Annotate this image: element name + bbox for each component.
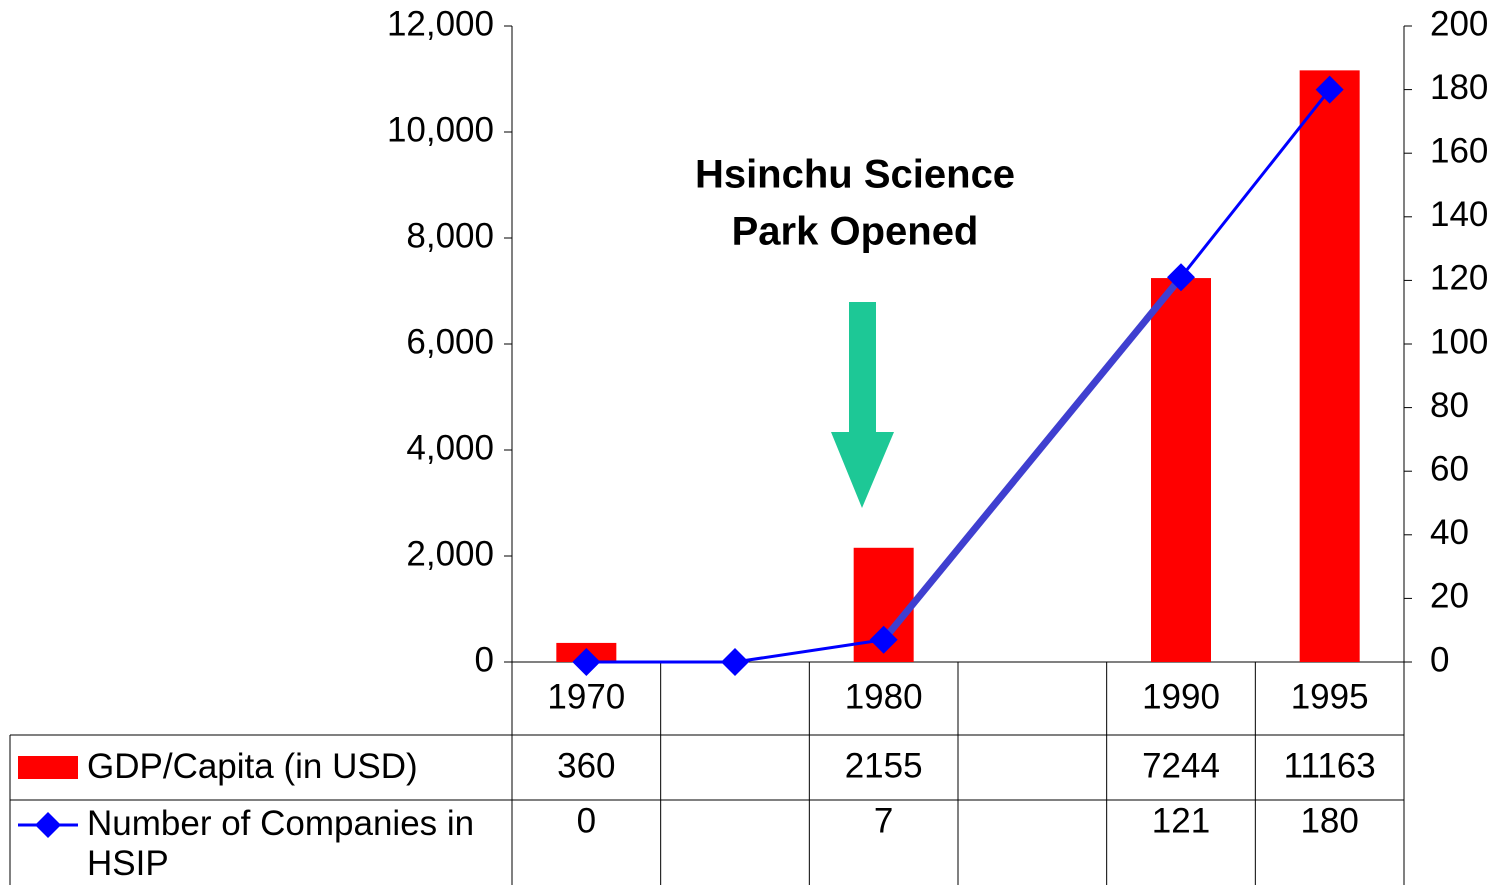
y-tick-label: 12,000	[387, 4, 494, 43]
y2-tick-label: 20	[1430, 577, 1469, 616]
y-tick-label: 8,000	[406, 216, 494, 255]
legend-label: GDP/Capita (in USD)	[87, 747, 418, 786]
marker	[1167, 263, 1195, 292]
marker	[869, 625, 898, 654]
table-value: 11163	[1284, 746, 1376, 785]
table-value: 360	[557, 746, 615, 785]
y2-tick-label: 120	[1430, 259, 1488, 298]
table-value: 0	[577, 801, 596, 840]
y-tick-label: 2,000	[406, 534, 494, 573]
legend-swatch	[18, 756, 78, 779]
y2-tick-label: 160	[1430, 131, 1488, 170]
y2-tick-label: 180	[1430, 68, 1488, 107]
x-tick-label: 1970	[547, 677, 625, 716]
y2-tick-label: 0	[1430, 640, 1449, 679]
bar	[1151, 278, 1211, 662]
y2-tick-label: 80	[1430, 386, 1469, 425]
table-value: 7	[874, 801, 893, 840]
y-tick-label: 6,000	[406, 322, 494, 361]
x-tick-label: 1980	[845, 677, 923, 716]
line	[1179, 88, 1331, 279]
bar	[1299, 70, 1360, 662]
y-tick-label: 4,000	[406, 428, 494, 467]
table-value: 121	[1152, 801, 1210, 840]
legend-label: Number of Companies in HSIP	[87, 804, 475, 883]
table-value: 7244	[1142, 746, 1220, 785]
y2-tick-label: 100	[1430, 322, 1488, 361]
y2-tick-label: 60	[1430, 449, 1469, 488]
x-tick-label: 1995	[1291, 677, 1369, 716]
legend-item: Number of Companies in HSIP	[87, 804, 475, 883]
legend-marker	[35, 812, 61, 838]
emphasis-line	[880, 275, 1184, 642]
legend-item: GDP/Capita (in USD)	[87, 747, 418, 786]
annotation: Hsinchu Science	[695, 153, 1015, 197]
annotation: Park Opened	[732, 210, 979, 254]
marker	[721, 648, 749, 676]
marker	[572, 648, 601, 676]
annotation-arrow	[831, 302, 894, 508]
y-tick-label: 10,000	[387, 110, 494, 149]
table-value: 180	[1300, 801, 1358, 840]
x-tick-label: 1990	[1142, 677, 1220, 716]
y-tick-label: 0	[475, 640, 494, 679]
marker	[1315, 75, 1344, 104]
y2-tick-label: 200	[1430, 4, 1488, 43]
y2-tick-label: 140	[1430, 195, 1488, 234]
y2-tick-label: 40	[1430, 513, 1469, 552]
table-value: 2155	[845, 746, 923, 785]
